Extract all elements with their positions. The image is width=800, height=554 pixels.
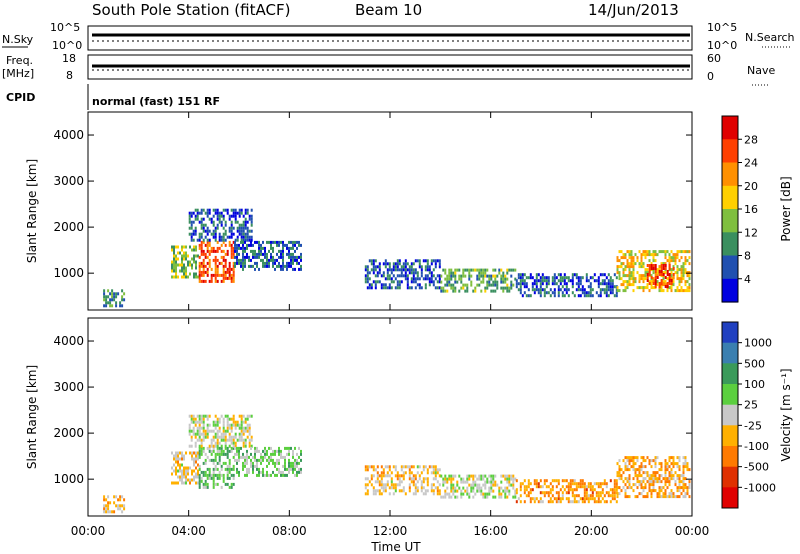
velocity-region-4 — [234, 446, 302, 477]
velocity-colorbar-label-5: -100 — [744, 440, 769, 453]
cpid-text: normal (fast) 151 RF — [92, 95, 220, 108]
velocity-colorbar-label-1: 500 — [744, 357, 765, 370]
velocity-colorbar-swatch-0 — [722, 322, 738, 344]
power-region-4 — [234, 240, 302, 271]
power-ytick-label-0: 1000 — [53, 266, 84, 280]
power-colorbar-swatch-7 — [722, 278, 738, 303]
velocity-colorbar-label-2: 100 — [744, 378, 765, 391]
power-region-9 — [646, 264, 675, 288]
station-title: South Pole Station (fitACF) — [92, 1, 290, 19]
freq-label: Freq. — [6, 54, 33, 67]
nsky-label: N.Sky — [2, 33, 34, 46]
cpid-label: CPID — [6, 91, 35, 104]
nsearch-tick-low: 10^0 — [707, 39, 737, 52]
velocity-region-7 — [515, 479, 618, 504]
power-colorbar-swatch-5 — [722, 232, 738, 257]
power-colorbar-swatch-2 — [722, 162, 738, 187]
nsky-strip-frame — [87, 25, 693, 51]
colorbars-layer: 28 24 20 16 12 8 4 Power [dB] 1000 500 100 25 -25 -10… — [721, 115, 793, 509]
nsearch-tick-high: 10^5 — [707, 21, 737, 34]
velocity-region-3 — [188, 414, 253, 448]
xtick-label-3: 12:00 — [373, 524, 408, 538]
power-region-5 — [364, 259, 441, 290]
velocity-ytick-label-1: 2000 — [53, 426, 84, 440]
xtick-label-2: 08:00 — [272, 524, 307, 538]
velocity-colorbar-swatch-8 — [722, 487, 738, 509]
velocity-region-2 — [198, 446, 235, 489]
velocity-colorbar-frame — [721, 321, 739, 509]
velocity-colorbar-label-7: -1000 — [744, 481, 776, 494]
nsky-tick-high: 10^5 — [50, 21, 80, 34]
power-colorbar-label-0: 28 — [744, 133, 758, 146]
nave-label: Nave — [747, 64, 775, 77]
power-region-6 — [440, 268, 517, 293]
power-region-8 — [616, 250, 691, 293]
power-ytick-label-1: 2000 — [53, 220, 84, 234]
velocity-colorbar-swatch-1 — [722, 342, 738, 364]
velocity-colorbar-swatch-2 — [722, 363, 738, 385]
power-colorbar-label-2: 20 — [744, 180, 758, 193]
power-region-2 — [198, 240, 235, 283]
freq-tick-low: 8 — [66, 69, 73, 82]
velocity-region-1 — [171, 451, 199, 485]
power-region-0 — [103, 289, 126, 308]
xtick-label-5: 20:00 — [574, 524, 609, 538]
nsearch-label: N.Search — [745, 31, 795, 44]
nsky-tick-low: 10^0 — [52, 39, 82, 52]
power-colorbar-swatch-3 — [722, 185, 738, 210]
velocity-colorbar-swatch-7 — [722, 466, 738, 488]
velocity-region-6 — [440, 474, 517, 499]
velocity-y-axis-label: Slant Range [km] — [25, 365, 39, 469]
velocity-panel-data — [103, 414, 691, 514]
power-y-axis-label: Slant Range [km] — [25, 159, 39, 263]
date-label: 14/Jun/2013 — [588, 1, 679, 19]
power-ytick-label-2: 3000 — [53, 174, 84, 188]
power-colorbar-label-3: 16 — [744, 203, 758, 216]
power-colorbar-swatch-6 — [722, 255, 738, 280]
velocity-colorbar-swatch-3 — [722, 384, 738, 406]
velocity-colorbar-swatch-4 — [722, 404, 738, 426]
power-colorbar-label-1: 24 — [744, 157, 758, 170]
velocity-colorbar-label-6: -500 — [744, 461, 769, 474]
velocity-colorbar-swatch-5 — [722, 425, 738, 447]
velocity-ytick-label-3: 4000 — [53, 334, 84, 348]
power-region-1 — [171, 245, 199, 279]
xtick-label-0: 00:00 — [71, 524, 106, 538]
power-colorbar-label-6: 4 — [744, 273, 751, 286]
power-colorbar-label-4: 12 — [744, 226, 758, 239]
power-region-7 — [515, 273, 618, 298]
xtick-label-1: 04:00 — [171, 524, 206, 538]
power-panel-data — [103, 208, 691, 308]
power-colorbar-swatch-0 — [722, 116, 738, 140]
velocity-region-8 — [616, 456, 691, 499]
velocity-colorbar-title: Velocity [m s⁻¹] — [779, 368, 793, 461]
velocity-ytick-label-0: 1000 — [53, 472, 84, 486]
velocity-ytick-label-2: 3000 — [53, 380, 84, 394]
xtick-label-4: 16:00 — [473, 524, 508, 538]
velocity-region-0 — [103, 495, 126, 514]
power-colorbar-label-5: 8 — [744, 250, 751, 263]
velocity-colorbar-label-0: 1000 — [744, 337, 772, 350]
velocity-colorbar-label-3: 25 — [744, 399, 758, 412]
freq-unit: [MHz] — [2, 67, 34, 80]
power-region-3 — [188, 208, 253, 242]
freq-tick-high: 18 — [62, 52, 76, 65]
x-axis-label: Time UT — [370, 540, 421, 554]
freq-strip-frame — [87, 54, 693, 80]
power-colorbar-title: Power [dB] — [779, 176, 793, 241]
axes-layer: 1000 2000 3000 4000 Slant Range [km] 1000 2000… — [25, 112, 709, 538]
velocity-region-5 — [364, 465, 441, 496]
nave-tick-low: 0 — [707, 70, 714, 83]
nave-tick-high: 60 — [707, 52, 721, 65]
power-colorbar-swatch-4 — [722, 209, 738, 233]
velocity-colorbar-swatch-6 — [722, 446, 738, 468]
velocity-colorbar-label-4: -25 — [744, 419, 762, 432]
xtick-label-6: 00:00 — [675, 524, 710, 538]
power-colorbar-swatch-1 — [722, 139, 738, 164]
beam-label: Beam 10 — [355, 1, 422, 19]
power-ytick-label-3: 4000 — [53, 128, 84, 142]
